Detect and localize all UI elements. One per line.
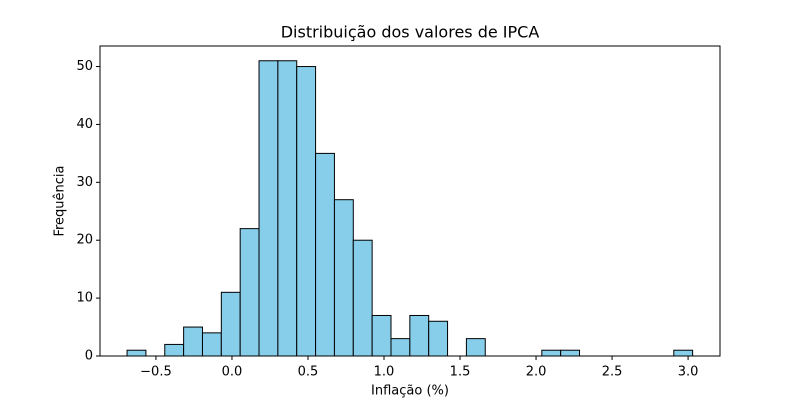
x-tick-label: −0.5 [140, 365, 172, 380]
x-tick-label: 1.5 [450, 365, 471, 380]
plot-frame [99, 45, 721, 357]
x-tick-label: 1.0 [374, 365, 395, 380]
bar [465, 338, 486, 357]
bar [428, 320, 449, 357]
bar [541, 349, 562, 357]
bar [220, 291, 241, 357]
y-axis-label: Frequência [53, 165, 68, 236]
bar [277, 60, 298, 357]
x-tick-label: 2.5 [602, 365, 623, 380]
bar [409, 314, 430, 357]
bar [371, 314, 392, 357]
chart-title: Distribuição dos valores de IPCA [281, 23, 540, 42]
bar [239, 228, 260, 357]
bar [126, 349, 147, 357]
bar [201, 332, 222, 357]
x-tick-label: 0.0 [222, 365, 243, 380]
y-tick-label: 30 [76, 175, 93, 190]
y-tick-label: 50 [76, 59, 93, 74]
bar [333, 199, 354, 357]
bar [673, 349, 694, 357]
x-tick-label: 2.0 [526, 365, 547, 380]
bar [296, 66, 317, 357]
bar [183, 326, 203, 357]
y-tick-label: 40 [76, 117, 93, 132]
y-tick-label: 0 [85, 349, 93, 364]
bar [164, 343, 185, 357]
y-tick-label: 20 [76, 233, 93, 248]
bar [258, 60, 279, 357]
bar [315, 152, 335, 357]
bar [352, 239, 373, 357]
bar [390, 338, 411, 357]
x-tick-label: 0.5 [298, 365, 319, 380]
bar [560, 349, 581, 357]
y-tick-label: 10 [76, 291, 93, 306]
x-axis-label: Inflação (%) [371, 384, 449, 399]
x-tick-label: 3.0 [678, 365, 699, 380]
